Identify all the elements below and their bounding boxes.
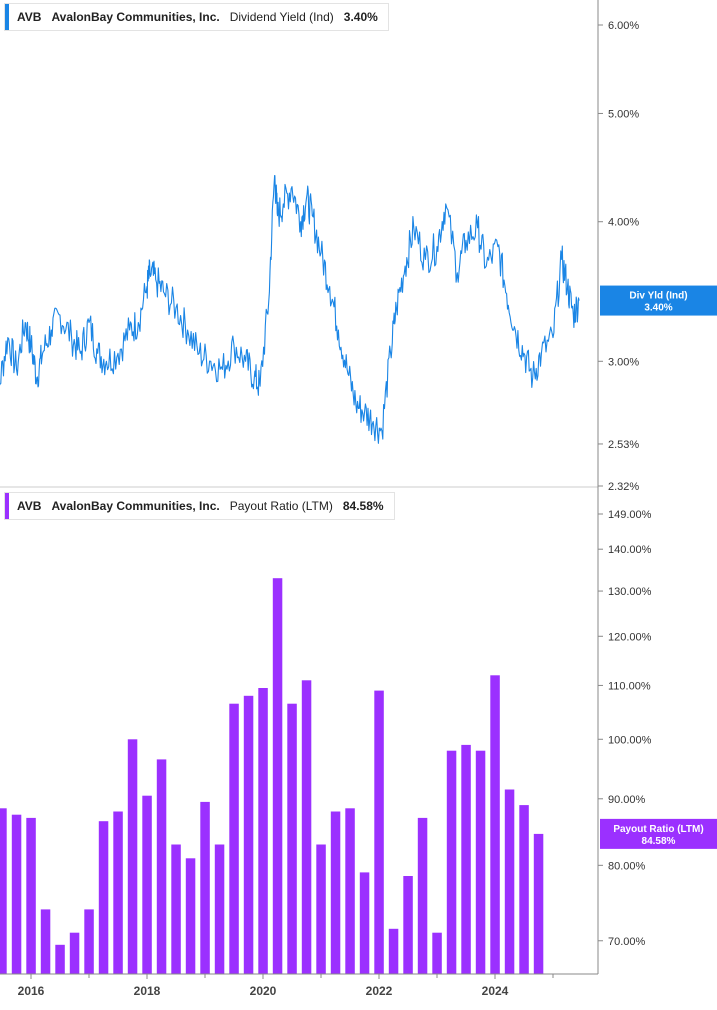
payout-ratio-bar — [446, 750, 457, 974]
legend-ticker: AVB — [17, 10, 42, 24]
payout-ratio-bar — [359, 872, 370, 974]
payout-ratio-bar — [258, 688, 268, 974]
payout-ratio-bar — [214, 844, 225, 974]
x-tick-label: 2020 — [250, 984, 277, 998]
legend-value: 3.40% — [343, 10, 378, 24]
legend-ticker: AVB — [17, 499, 42, 513]
payout-ratio-bar — [200, 801, 210, 974]
flag-background — [600, 818, 717, 849]
y-tick-label: 5.00% — [608, 108, 639, 120]
payout-ratio-bar — [388, 928, 399, 974]
flag-value: 3.40% — [644, 303, 672, 314]
payout-ratio-bar — [113, 811, 123, 974]
payout-ratio-bar — [171, 844, 181, 974]
legend-swatch — [5, 4, 9, 30]
legend-swatch — [5, 493, 9, 519]
payout-ratio-bar — [374, 690, 384, 974]
payout-ratio-bar — [504, 789, 515, 974]
y-tick-label: 130.00% — [608, 586, 652, 598]
y-tick-label: 80.00% — [608, 860, 646, 872]
payout-ratio-flag: Payout Ratio (LTM)84.58% — [600, 818, 717, 849]
payout-ratio-bar — [0, 808, 7, 974]
y-tick-label: 4.00% — [608, 217, 639, 229]
payout-ratio-bar — [403, 876, 413, 974]
y-tick-label: 100.00% — [608, 734, 652, 746]
payout-ratio-bar — [345, 808, 355, 974]
x-tick-label: 2022 — [366, 984, 393, 998]
legend-company: AvalonBay Communities, Inc. — [51, 499, 220, 513]
flag-label: Payout Ratio (LTM) — [613, 824, 703, 835]
payout-ratio-bar — [287, 703, 297, 974]
payout-ratio-bar — [11, 814, 22, 974]
payout-ratio-bar — [432, 932, 442, 974]
payout-ratio-bar — [40, 909, 51, 974]
payout-ratio-bar — [461, 744, 471, 974]
legend-company: AvalonBay Communities, Inc. — [51, 10, 220, 24]
dividend-yield-flag: Div Yld (Ind)3.40% — [600, 285, 717, 316]
legend-metric: Dividend Yield (Ind) — [229, 10, 334, 24]
payout-ratio-bar — [533, 833, 544, 974]
y-tick-label: 110.00% — [608, 680, 651, 692]
payout-ratio-bar — [243, 695, 254, 974]
payout-ratio-bar — [69, 932, 80, 974]
payout-ratio-bar — [84, 909, 94, 974]
y-tick-label: 2.32% — [608, 481, 639, 493]
x-tick-label: 2024 — [482, 984, 509, 998]
y-tick-label: 90.00% — [608, 794, 646, 806]
y-tick-label: 2.53% — [608, 439, 639, 451]
dividend-yield-plot — [0, 174, 580, 444]
payout-ratio-bar — [142, 795, 152, 974]
payout-ratio-bar — [127, 739, 138, 974]
payout-ratio-bar — [330, 811, 341, 974]
flag-value: 84.58% — [642, 836, 676, 847]
dividend-yield-line — [0, 174, 580, 444]
payout-ratio-bar — [490, 675, 500, 974]
y-tick-label: 149.00% — [608, 509, 652, 521]
legend-value: 84.58% — [342, 499, 384, 513]
y-tick-label: 6.00% — [608, 20, 639, 32]
y-tick-label: 3.00% — [608, 356, 639, 368]
payout-ratio-bar — [301, 680, 312, 974]
x-tick-label: 2018 — [134, 984, 161, 998]
payout-ratio-plot — [0, 578, 544, 974]
payout-ratio-bar — [55, 944, 65, 974]
payout-ratio-bar — [272, 578, 283, 974]
payout-ratio-bar — [185, 858, 196, 974]
flag-label: Div Yld (Ind) — [629, 291, 687, 302]
payout-ratio-bar — [156, 759, 167, 974]
payout-ratio-bar — [417, 817, 428, 974]
payout-ratio-bar — [26, 817, 36, 974]
y-tick-label: 120.00% — [608, 631, 652, 643]
y-tick-label: 70.00% — [608, 936, 646, 948]
dividend-yield-legend: AVB AvalonBay Communities, Inc. Dividend… — [4, 3, 389, 31]
y-tick-label: 140.00% — [608, 544, 652, 556]
payout-ratio-bar — [98, 821, 109, 974]
flag-background — [600, 285, 717, 316]
payout-ratio-legend: AVB AvalonBay Communities, Inc. Payout R… — [4, 492, 395, 520]
legend-metric: Payout Ratio (LTM) — [229, 499, 333, 513]
payout-ratio-bar — [475, 750, 486, 974]
payout-ratio-bar — [519, 805, 529, 974]
payout-ratio-bar — [229, 703, 239, 974]
x-tick-label: 2016 — [18, 984, 45, 998]
payout-ratio-bar — [316, 844, 326, 974]
